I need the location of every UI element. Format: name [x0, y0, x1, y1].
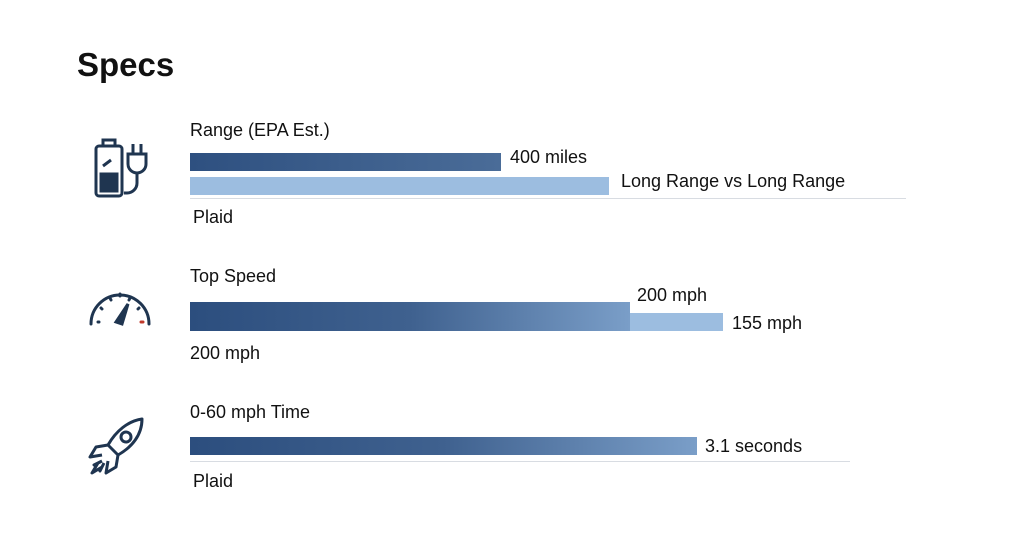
acceleration-value: 3.1 seconds — [705, 436, 803, 456]
range-bar-plaid — [190, 153, 501, 171]
acceleration-bar-plaid — [190, 437, 697, 455]
acceleration-label: 0-60 mph Time — [190, 402, 311, 422]
battery-plug-icon — [94, 138, 148, 198]
divider — [190, 461, 850, 462]
top-speed-bar-long-range — [630, 313, 723, 331]
range-value-secondary: Long Range vs Long Range — [621, 171, 846, 191]
top-speed-caption: 200 mph — [190, 343, 261, 363]
page-title: Specs — [77, 46, 175, 83]
range-caption: Plaid — [193, 207, 234, 227]
acceleration-caption: Plaid — [193, 471, 234, 491]
range-bar-long-range — [190, 177, 609, 195]
top-speed-value-secondary: 155 mph — [732, 313, 803, 333]
top-speed-bar-plaid — [190, 302, 630, 331]
range-value-primary: 400 miles — [510, 147, 588, 167]
range-label: Range (EPA Est.) — [190, 120, 330, 140]
rocket-icon — [88, 417, 144, 475]
divider — [190, 198, 906, 199]
top-speed-label: Top Speed — [190, 266, 277, 286]
speedometer-icon — [89, 292, 151, 326]
top-speed-value-primary: 200 mph — [637, 285, 708, 305]
